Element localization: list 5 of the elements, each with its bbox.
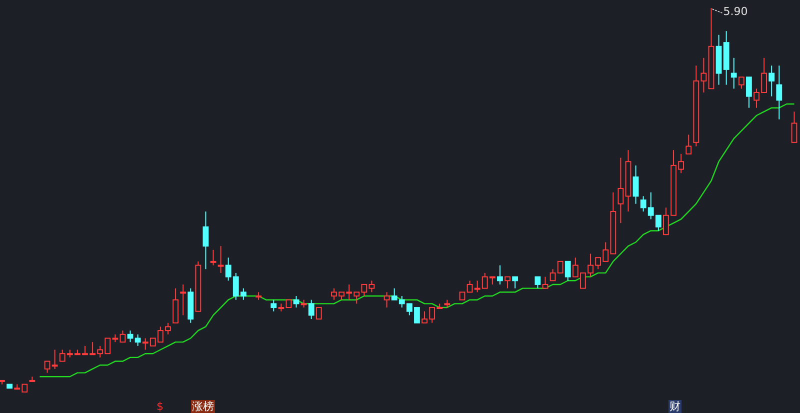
- annotation: 5.90: [712, 5, 748, 18]
- annotation: 5.90: [723, 5, 748, 18]
- annotation: $: [156, 400, 164, 413]
- annotation: 涨榜: [191, 400, 215, 413]
- annotation: 财: [668, 400, 682, 413]
